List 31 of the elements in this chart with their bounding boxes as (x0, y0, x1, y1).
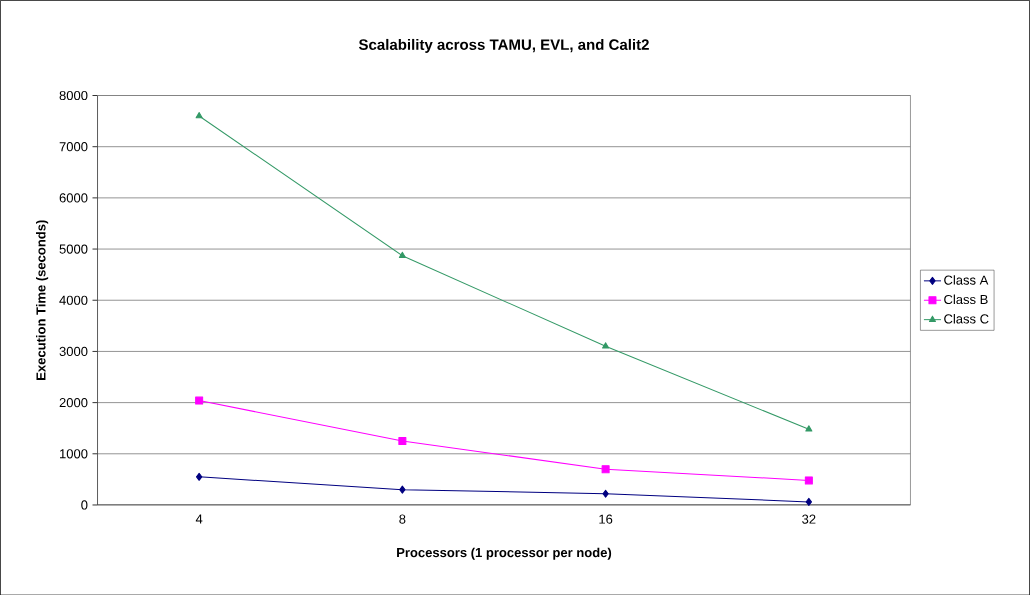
legend-label: Class A (944, 274, 989, 285)
y-tick-label: 2000 (59, 397, 88, 407)
point (601, 464, 610, 473)
y-tick-label: 7000 (59, 141, 88, 152)
x-tick-label: 4 (195, 514, 203, 524)
point (805, 497, 812, 506)
x-tick-label: 8 (399, 514, 406, 524)
point (195, 396, 204, 405)
y-tick-label: 0 (81, 500, 88, 510)
x-axis-title: Processors (1 processor per node) (397, 547, 612, 560)
point (398, 436, 407, 445)
point (196, 472, 203, 481)
point (805, 424, 813, 432)
y-tick-label: 5000 (59, 244, 88, 254)
x-tick-label: 32 (802, 514, 816, 524)
point (602, 342, 610, 349)
y-tick-label: 6000 (59, 193, 88, 203)
point (398, 251, 406, 258)
y-tick-label: 8000 (59, 90, 88, 100)
y-tick-label: 3000 (59, 346, 88, 356)
y-tick-label: 1000 (60, 448, 88, 459)
point (195, 111, 203, 118)
x-tick-label: 16 (599, 514, 613, 524)
point (602, 489, 609, 498)
chart-title: Scalability across TAMU, EVL, and Calit2 (358, 38, 649, 53)
y-axis-title: Execution Time (seconds) (36, 220, 49, 380)
point (804, 476, 813, 485)
legend-label: Class B (944, 294, 988, 304)
point (399, 485, 406, 494)
legend-label: Class C (944, 313, 989, 324)
y-tick-label: 4000 (59, 295, 88, 305)
